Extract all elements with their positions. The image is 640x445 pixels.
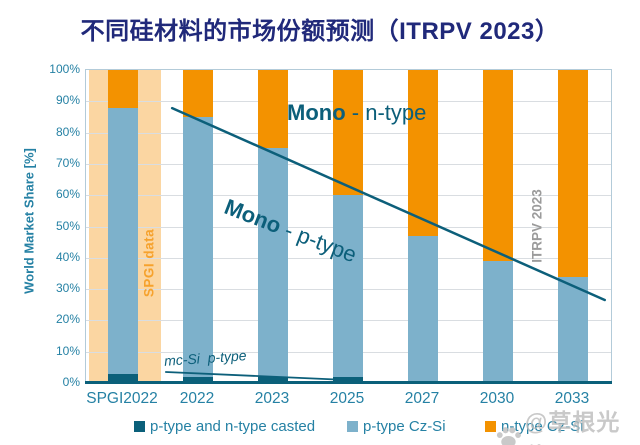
y-tick-label: 0% — [62, 375, 80, 389]
bar-segment — [483, 260, 513, 383]
legend-swatch — [485, 420, 496, 432]
bar-segment — [258, 148, 288, 377]
y-tick-label: 20% — [55, 312, 80, 327]
y-tick-label: 60% — [55, 187, 80, 202]
x-tick-label: SPGI2022 — [86, 390, 158, 407]
legend-item: p-type and n-type casted — [134, 417, 315, 435]
legend-label: n-type Cz-Si — [501, 417, 584, 435]
itrpv-source-label: ITRPV 2023 — [529, 189, 545, 263]
bar-segment — [333, 70, 363, 196]
bar-segment — [183, 116, 213, 377]
legend-swatch — [134, 420, 145, 432]
paw-icon — [496, 427, 521, 445]
y-tick-label: 90% — [55, 93, 80, 108]
x-tick-label: 2022 — [179, 390, 215, 407]
y-tick-label: 80% — [55, 124, 80, 139]
watermark: @草根光伏 — [494, 403, 640, 445]
x-tick-label: 2023 — [254, 390, 290, 407]
y-tick-label: 30% — [55, 281, 80, 296]
legend-label: p-type Cz-Si — [363, 417, 446, 435]
y-tick-label: 70% — [55, 155, 80, 170]
x-tick-label: 2030 — [479, 390, 515, 407]
legend-item: n-type Cz-Si — [485, 417, 584, 435]
legend-item: p-type Cz-Si — [347, 417, 446, 435]
y-axis-title: World Market Share [%] — [21, 148, 37, 294]
annotation-mono-n-type-bold: Mono — [287, 100, 346, 125]
y-tick-label: 40% — [55, 249, 80, 264]
x-tick-label: 2033 — [554, 390, 590, 407]
annotation-mono-n-type: Mono - n-type — [287, 100, 426, 126]
legend-label: p-type and n-type casted — [150, 417, 316, 435]
watermark-text: @草根光伏 — [524, 409, 621, 445]
bar-segment — [258, 70, 288, 149]
bar-segment — [108, 107, 138, 374]
chart-title: 不同硅材料的市场份额预测（ITRPV 2023） — [80, 18, 560, 45]
annotation-mono-n-type-rest: - n-type — [345, 100, 427, 125]
y-tick-label: 100% — [49, 62, 80, 76]
bar-segment — [558, 276, 588, 383]
bar-segment — [108, 373, 138, 383]
bar-segment — [183, 70, 213, 117]
bar-segment — [408, 70, 438, 236]
x-axis-baseline — [85, 381, 612, 384]
bar-segment — [333, 195, 363, 377]
legend-swatch — [347, 420, 358, 432]
bar-segment — [408, 235, 438, 383]
bar-segment — [558, 70, 588, 277]
x-tick-label: 2027 — [404, 390, 440, 407]
bar-segment — [483, 70, 513, 261]
spgi-data-label: SPGI data — [141, 228, 157, 298]
y-tick-label: 50% — [55, 218, 80, 233]
y-tick-label: 10% — [55, 343, 80, 358]
bar-segment — [108, 70, 138, 108]
x-tick-label: 2025 — [329, 390, 365, 407]
